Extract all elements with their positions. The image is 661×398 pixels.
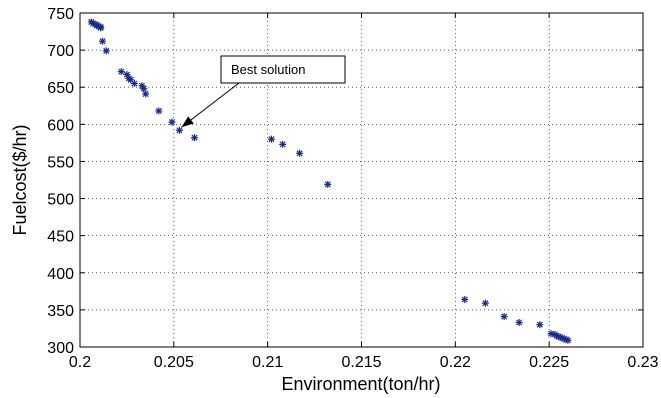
- best-solution-annotation: Best solution: [181, 55, 346, 128]
- data-point: [175, 126, 183, 134]
- x-axis-label: Environment(ton/hr): [281, 374, 440, 394]
- annotation-arrow-head: [181, 116, 194, 128]
- data-point: [155, 107, 163, 115]
- data-point: [130, 80, 138, 88]
- data-point: [267, 135, 275, 143]
- data-point: [481, 299, 489, 307]
- y-tick-label: 350: [47, 303, 74, 320]
- y-axis-ticks: 300 350 400 450 500 550 600 650 700 750: [47, 6, 643, 357]
- data-point: [536, 321, 544, 329]
- x-tick-label: 0.2: [69, 354, 91, 371]
- annotation-box: [220, 55, 346, 84]
- y-tick-label: 650: [47, 80, 74, 97]
- annotation-text: Best solution: [231, 62, 305, 77]
- y-tick-label: 600: [47, 117, 74, 134]
- y-tick-label: 400: [47, 266, 74, 283]
- x-tick-label: 0.23: [627, 354, 658, 371]
- annotation-arrow-line: [181, 82, 240, 128]
- data-points: [87, 18, 572, 344]
- x-tick-label: 0.215: [341, 354, 381, 371]
- data-point: [296, 149, 304, 157]
- x-axis-ticks: 0.2 0.205 0.21 0.215 0.22 0.225 0.23: [69, 13, 659, 371]
- data-point: [279, 140, 287, 148]
- data-point: [142, 90, 150, 98]
- x-tick-label: 0.21: [252, 354, 283, 371]
- y-tick-label: 700: [47, 43, 74, 60]
- data-point: [190, 134, 198, 142]
- x-tick-label: 0.205: [154, 354, 194, 371]
- data-point: [168, 118, 176, 126]
- data-point: [500, 313, 508, 321]
- data-point: [461, 295, 469, 303]
- y-tick-label: 550: [47, 154, 74, 171]
- data-point: [564, 336, 572, 344]
- data-point: [324, 180, 332, 188]
- y-axis-label: Fuelcost($/hr): [10, 124, 30, 235]
- plot-frame: [79, 12, 644, 348]
- y-tick-label: 750: [47, 6, 74, 23]
- data-point: [99, 37, 107, 45]
- y-tick-label: 300: [47, 340, 74, 357]
- grid-lines: [80, 13, 643, 347]
- y-tick-label: 450: [47, 229, 74, 246]
- data-point: [97, 24, 105, 32]
- data-point: [515, 319, 523, 327]
- x-tick-label: 0.225: [529, 354, 569, 371]
- y-tick-label: 500: [47, 192, 74, 209]
- x-tick-label: 0.22: [440, 354, 471, 371]
- data-point: [102, 47, 110, 55]
- data-point: [117, 68, 125, 76]
